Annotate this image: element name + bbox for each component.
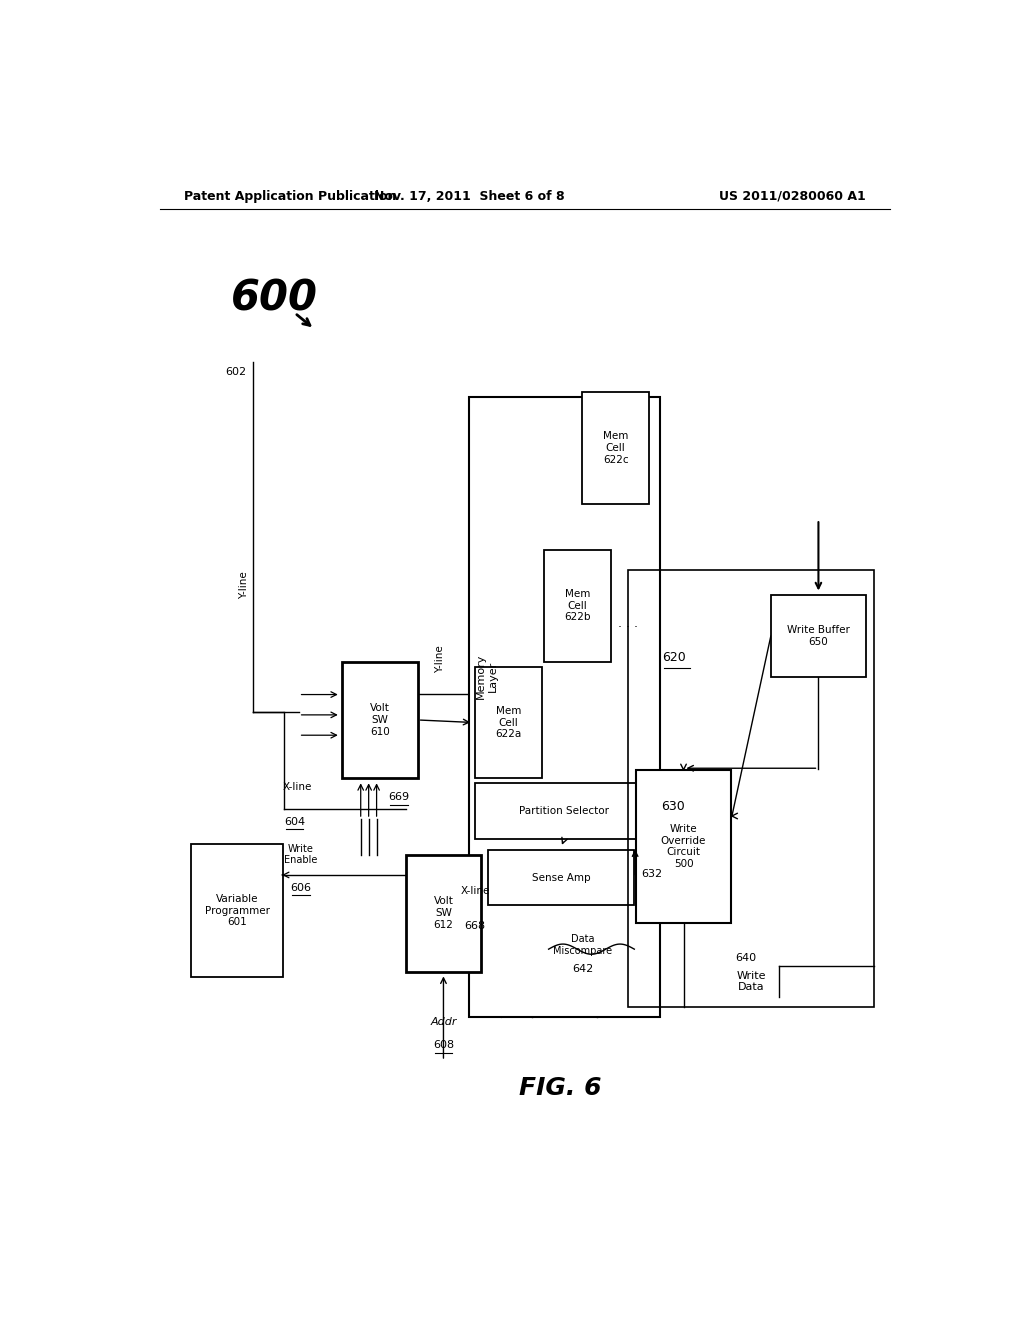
Text: Patent Application Publication: Patent Application Publication (183, 190, 396, 202)
Bar (342, 661, 418, 779)
Text: Write
Enable: Write Enable (285, 843, 317, 866)
Text: 604: 604 (284, 817, 305, 828)
Text: 668: 668 (465, 921, 485, 932)
Text: Volt
SW
610: Volt SW 610 (370, 704, 390, 737)
Bar (469, 397, 659, 1018)
Text: Nov. 17, 2011  Sheet 6 of 8: Nov. 17, 2011 Sheet 6 of 8 (374, 190, 564, 202)
Text: Variable
Programmer
601: Variable Programmer 601 (205, 894, 269, 927)
Text: X-line: X-line (461, 886, 489, 896)
Text: 642: 642 (572, 965, 593, 974)
Bar (406, 854, 481, 972)
Text: 600: 600 (231, 277, 318, 319)
Text: 608: 608 (433, 1040, 454, 1049)
Text: Mem
Cell
622c: Mem Cell 622c (603, 432, 629, 465)
Text: Memory
Layer: Memory Layer (476, 653, 498, 700)
Bar (628, 570, 874, 1007)
Text: 630: 630 (662, 800, 685, 813)
Text: Mem
Cell
622a: Mem Cell 622a (496, 706, 521, 739)
Text: Y-line: Y-line (435, 644, 444, 673)
Text: FIG. 6: FIG. 6 (519, 1076, 602, 1101)
Text: Volt
SW
612: Volt SW 612 (433, 896, 454, 929)
Text: 669: 669 (388, 792, 410, 801)
Text: Write
Data: Write Data (736, 972, 766, 993)
Text: X-line: X-line (283, 781, 311, 792)
Bar (544, 549, 611, 661)
Text: US 2011/0280060 A1: US 2011/0280060 A1 (719, 190, 866, 202)
Text: Partition Selector: Partition Selector (519, 807, 609, 817)
Text: 632: 632 (641, 870, 663, 879)
Text: Mem
Cell
622b: Mem Cell 622b (564, 589, 591, 622)
Text: 640: 640 (735, 953, 757, 964)
Text: 602: 602 (225, 367, 247, 376)
Text: Sense Amp: Sense Amp (531, 873, 590, 883)
Text: Write
Override
Circuit
500: Write Override Circuit 500 (660, 824, 707, 869)
Bar (582, 392, 649, 504)
Text: Addr: Addr (430, 1018, 457, 1027)
Text: Y-line: Y-line (239, 572, 249, 599)
Text: Write Buffer
650: Write Buffer 650 (787, 626, 850, 647)
Bar (475, 784, 653, 840)
Bar (771, 595, 866, 677)
Bar (191, 845, 283, 977)
Text: 620: 620 (663, 651, 686, 664)
Bar (487, 850, 634, 906)
Bar (636, 771, 731, 923)
Text: Data
Miscompare: Data Miscompare (553, 935, 612, 956)
Bar (475, 667, 543, 779)
Text: . . .: . . . (618, 616, 638, 630)
Text: 606: 606 (291, 883, 311, 894)
